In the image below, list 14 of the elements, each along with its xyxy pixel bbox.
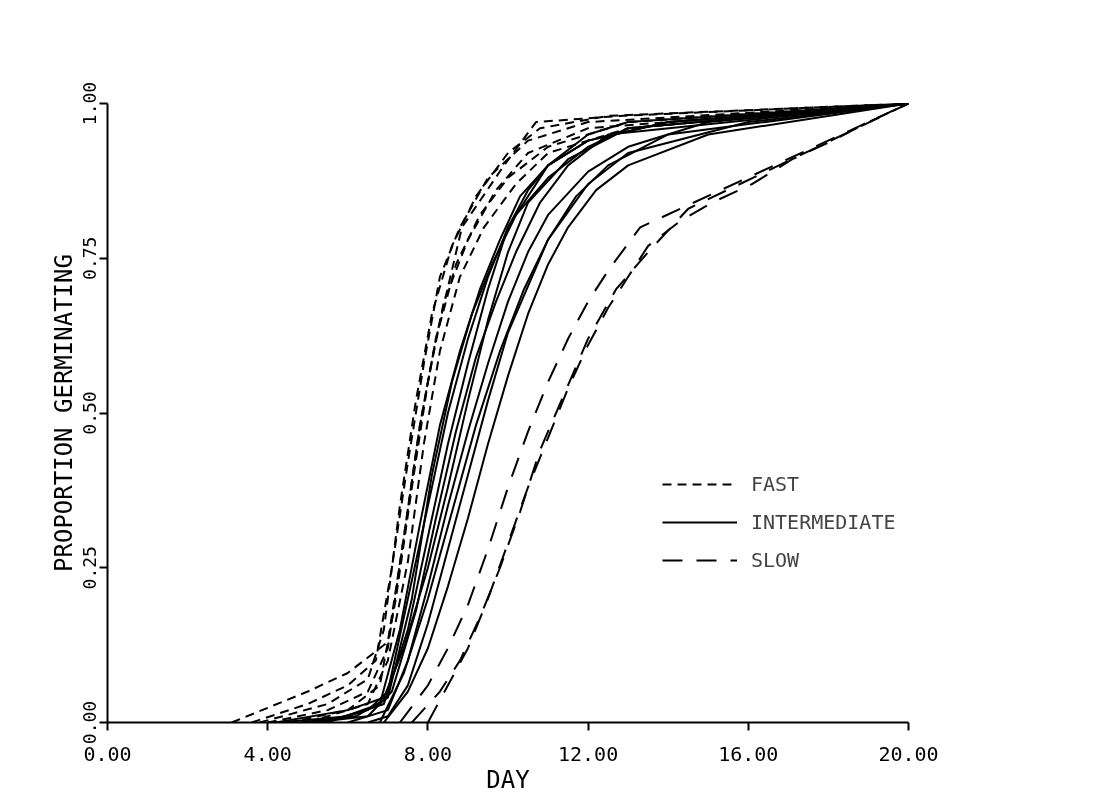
x-axis-title: DAY bbox=[486, 765, 531, 794]
y-tick-label: 1.00 bbox=[78, 81, 100, 126]
x-tick-label: 8.00 bbox=[403, 741, 452, 766]
x-tick-label: 4.00 bbox=[243, 741, 292, 766]
x-tick-label: 16.00 bbox=[718, 741, 779, 766]
x-tick-label: 12.00 bbox=[558, 741, 619, 766]
y-tick-label: 0.75 bbox=[78, 236, 100, 280]
y-tick-label: 0.50 bbox=[78, 391, 100, 435]
legend-label: INTERMEDIATE bbox=[751, 510, 896, 534]
legend-label: SLOW bbox=[751, 548, 800, 572]
y-tick-label: 0.25 bbox=[78, 546, 100, 590]
x-tick-label: 20.00 bbox=[878, 741, 939, 766]
legend-label: FAST bbox=[751, 472, 800, 496]
y-axis-title: PROPORTION GERMINATING bbox=[49, 254, 78, 572]
